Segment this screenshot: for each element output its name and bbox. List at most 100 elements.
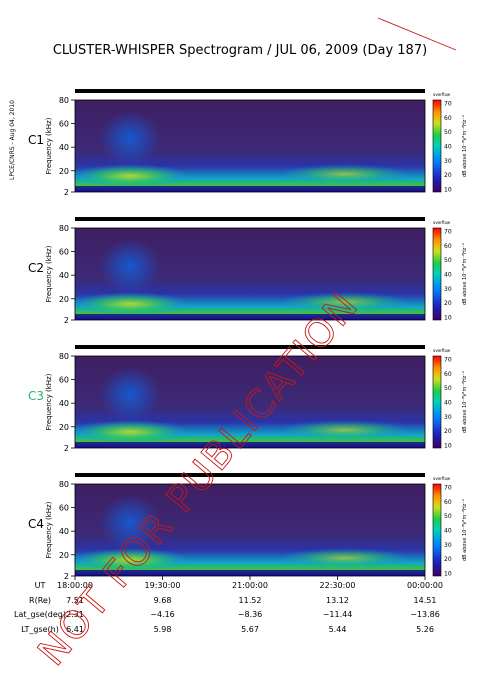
spacecraft-label: C1 — [28, 133, 44, 147]
emission-feature — [70, 164, 190, 188]
ephemeris-label: UT — [35, 581, 46, 590]
y-tick-label: 60 — [59, 504, 69, 513]
panel-frame — [74, 355, 426, 449]
emission-feature — [100, 238, 160, 295]
ephemeris-value: −8.36 — [238, 610, 263, 619]
x-tick-label: 18:00:00 — [57, 581, 93, 590]
colorbar-tick-label: 40 — [444, 144, 452, 151]
ephemeris-value: 2.31 — [66, 610, 84, 619]
y-tick-label: 20 — [59, 295, 69, 304]
ephemeris-value: 5.98 — [154, 625, 172, 634]
x-tick-label: 22:30:00 — [320, 581, 356, 590]
y-tick-label: 40 — [59, 399, 69, 408]
colorbar-tick-label: 50 — [444, 385, 452, 392]
panel-frame — [74, 99, 426, 193]
colorbar-header: overflow — [433, 348, 451, 353]
colorbar-tick-label: 20 — [444, 172, 452, 179]
data-coverage-bar — [75, 89, 425, 93]
ephemeris-value: −11.44 — [323, 610, 353, 619]
y-tick-label: 2 — [64, 444, 69, 453]
x-tick-label: 19:30:00 — [145, 581, 181, 590]
colorbar-tick-label: 40 — [444, 400, 452, 407]
colorbar — [432, 99, 442, 193]
ephemeris-value: 5.26 — [416, 625, 434, 634]
y-tick-label: 40 — [59, 527, 69, 536]
colorbar-tick-label: 20 — [444, 428, 452, 435]
emission-feature — [100, 494, 160, 551]
emission-feature — [100, 366, 160, 423]
ephemeris-value: 13.12 — [326, 596, 349, 605]
ephemeris-value: −13.86 — [410, 610, 440, 619]
emission-feature — [70, 292, 190, 316]
ephemeris-value: −4.16 — [150, 610, 175, 619]
y-tick-label: 2 — [64, 188, 69, 197]
spacecraft-label: C4 — [28, 517, 44, 531]
ephemeris-value: 5.44 — [329, 625, 347, 634]
colorbar-tick-label: 50 — [444, 129, 452, 136]
ephemeris-value: 7.51 — [66, 596, 84, 605]
colorbar-tick-label: 30 — [444, 542, 452, 549]
x-tick-label: 00:00:00 — [407, 581, 443, 590]
panel-c3: C3 Frequency (kHz) 80 60 40 20 2 overflow 70 60 50… — [28, 345, 468, 453]
colorbar — [432, 227, 442, 321]
colorbar-tick-label: 20 — [444, 300, 452, 307]
colorbar-tick-label: 70 — [444, 101, 452, 108]
colorbar-header: overflow — [433, 220, 451, 225]
ephemeris-value: 9.68 — [154, 596, 172, 605]
y-axis-label: Frequency (kHz) — [45, 117, 53, 174]
data-coverage-bar — [75, 473, 425, 477]
side-label: LPCE/CNRS - Aug 04, 2010 — [9, 100, 16, 180]
ephemeris-table: UT R(Re) Lat_gse(deg) LT_gse(h) 7.51 9.68 11.5… — [14, 581, 440, 634]
panel-c1: C1 Frequency (kHz) 80 60 40 20 2 overflow 70 60 50… — [28, 89, 468, 197]
data-coverage-bar — [75, 217, 425, 221]
colorbar-tick-label: 10 — [444, 187, 452, 194]
y-tick-label: 80 — [59, 352, 69, 361]
y-axis-label: Frequency (kHz) — [45, 373, 53, 430]
panels-group: C1 Frequency (kHz)806040202overflow706050… — [28, 89, 468, 581]
y-tick-label: 40 — [59, 143, 69, 152]
colorbar-tick-label: 30 — [444, 414, 452, 421]
colorbar-label: dB above 10⁻⁸V²m⁻²Hz⁻¹ — [462, 115, 468, 177]
colorbar-tick-label: 60 — [444, 115, 452, 122]
spacecraft-label: C3 — [28, 389, 44, 403]
y-tick-label: 80 — [59, 96, 69, 105]
emission-feature — [70, 548, 190, 572]
y-axis-label: Frequency (kHz) — [45, 501, 53, 558]
colorbar-tick-label: 10 — [444, 443, 452, 450]
emission-feature — [280, 548, 410, 568]
colorbar-tick-label: 50 — [444, 257, 452, 264]
ephemeris-label: LT_gse(h) — [21, 625, 59, 634]
y-tick-label: 2 — [64, 316, 69, 325]
low-band — [75, 570, 425, 576]
y-tick-label: 60 — [59, 376, 69, 385]
colorbar-header: overflow — [433, 476, 451, 481]
low-band — [75, 186, 425, 192]
colorbar-tick-label: 30 — [444, 158, 452, 165]
y-tick-label: 80 — [59, 480, 69, 489]
ephemeris-value: 14.51 — [414, 596, 437, 605]
x-axis: 18:00:00 19:30:00 21:00:00 22:30:00 00:00:00 — [57, 576, 443, 590]
panel-c4: C4 Frequency (kHz) 80 60 40 20 2 overflow 70 60 50… — [28, 473, 468, 581]
colorbar-tick-label: 70 — [444, 229, 452, 236]
emission-feature — [100, 110, 160, 167]
ephemeris-label: Lat_gse(deg) — [14, 610, 66, 619]
ephemeris-value: 11.52 — [239, 596, 262, 605]
y-tick-label: 60 — [59, 248, 69, 257]
spacecraft-label: C2 — [28, 261, 44, 275]
colorbar-tick-label: 10 — [444, 571, 452, 578]
colorbar-tick-label: 40 — [444, 272, 452, 279]
colorbar-tick-label: 70 — [444, 485, 452, 492]
colorbar-tick-label: 60 — [444, 243, 452, 250]
chart-title: CLUSTER-WHISPER Spectrogram / JUL 06, 20… — [53, 43, 427, 58]
y-tick-label: 20 — [59, 423, 69, 432]
ephemeris-label: R(Re) — [29, 596, 51, 605]
y-tick-label: 60 — [59, 120, 69, 129]
colorbar-tick-label: 60 — [444, 499, 452, 506]
x-tick-label: 21:00:00 — [232, 581, 268, 590]
colorbar-tick-label: 70 — [444, 357, 452, 364]
colorbar-tick-label: 50 — [444, 513, 452, 520]
data-coverage-bar — [75, 345, 425, 349]
emission-feature — [280, 420, 410, 440]
y-tick-label: 2 — [64, 572, 69, 581]
